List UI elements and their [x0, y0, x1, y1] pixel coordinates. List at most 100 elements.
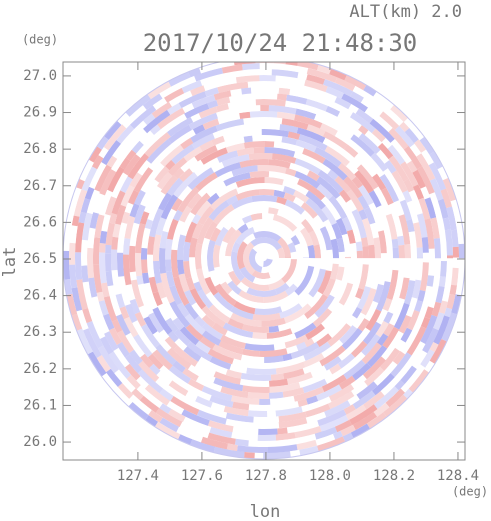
- radar-cell: [122, 254, 132, 286]
- radar-cell: [379, 111, 400, 131]
- y-tick-label: 26.3: [23, 324, 57, 340]
- radar-cell: [101, 140, 121, 166]
- radar-cell: [411, 279, 422, 299]
- radar-cell: [171, 389, 196, 407]
- radar-cell: [282, 353, 293, 362]
- radar-cell: [184, 313, 206, 336]
- radar-cell: [218, 340, 244, 355]
- radar-cell: [369, 118, 395, 143]
- radar-cell: [344, 74, 367, 91]
- radar-cell: [249, 171, 270, 179]
- radar-cell: [168, 90, 193, 107]
- radar-cell: [89, 212, 99, 229]
- radar-cell: [239, 201, 256, 213]
- radar-cell: [144, 304, 154, 315]
- radar-cell: [254, 69, 272, 76]
- radar-cell: [191, 133, 215, 150]
- radar-cell: [198, 356, 228, 375]
- radar-cell: [73, 189, 88, 217]
- radar-cell: [231, 395, 260, 405]
- radar-cell: [305, 323, 325, 340]
- radar-cell: [341, 233, 351, 257]
- radar-cell: [178, 168, 193, 182]
- radar-cell: [186, 192, 202, 210]
- radar-cell: [250, 237, 282, 251]
- radar-cell: [207, 100, 219, 109]
- radar-cell: [284, 256, 291, 258]
- radar-cell: [228, 290, 241, 302]
- radar-cell: [380, 104, 404, 126]
- radar-cell: [152, 291, 163, 307]
- radar-cell: [203, 80, 223, 91]
- radar-cell: [342, 432, 354, 442]
- x-tick-label: 127.6: [181, 468, 223, 484]
- radar-cell: [242, 63, 260, 71]
- radar-cell: [388, 155, 409, 182]
- radar-cell: [259, 75, 276, 82]
- radar-cell: [101, 373, 119, 392]
- radar-cell: [63, 250, 71, 280]
- radar-cell: [338, 282, 354, 306]
- radar-cell: [71, 287, 83, 312]
- radar-cell: [370, 152, 388, 172]
- radar-cell: [143, 113, 156, 126]
- radar-cell: [282, 387, 305, 398]
- radar-cell: [213, 371, 241, 385]
- radar-cell: [447, 255, 454, 259]
- radar-cell: [400, 365, 417, 384]
- radar-cell: [301, 246, 309, 258]
- radar-cell: [384, 160, 397, 174]
- radar-cell: [328, 326, 340, 338]
- radar-cell: [91, 155, 104, 170]
- radar-cell: [371, 128, 386, 143]
- radar-cell: [137, 283, 146, 294]
- radar-cell: [369, 222, 380, 239]
- radar-cell: [337, 353, 356, 369]
- radar-cell: [93, 193, 105, 214]
- radar-cell: [165, 159, 176, 171]
- radar-cell: [182, 416, 212, 433]
- radar-cell: [246, 105, 261, 112]
- radar-cell: [400, 371, 420, 393]
- radar-cell: [129, 105, 157, 129]
- radar-cell: [399, 121, 410, 132]
- radar-cell: [458, 243, 465, 259]
- radar-cell: [410, 247, 418, 259]
- radar-cell: [220, 386, 249, 399]
- radar-cell: [439, 233, 447, 250]
- radar-cell: [268, 171, 300, 185]
- radar-cell: [357, 195, 370, 210]
- radar-cell: [343, 404, 356, 415]
- radar-cell: [440, 188, 453, 209]
- radar-cell: [96, 291, 105, 302]
- radar-cell: [417, 213, 428, 238]
- radar-cell: [305, 403, 331, 418]
- y-tick-label: 26.7: [23, 178, 57, 194]
- radar-cell: [338, 251, 346, 259]
- radar-cell: [149, 363, 161, 376]
- radar-cell: [124, 215, 136, 239]
- radar-cell: [251, 195, 278, 203]
- radar-cell: [138, 305, 149, 319]
- radar-cell: [63, 227, 72, 251]
- radar-cell: [114, 387, 133, 407]
- radar-cell: [316, 95, 339, 110]
- radar-cell: [385, 213, 398, 240]
- radar-cell: [144, 384, 170, 406]
- radar-cell: [216, 182, 238, 198]
- radar-cell: [248, 410, 268, 418]
- radar-cell: [390, 104, 409, 123]
- radar-cell: [385, 388, 405, 408]
- radar-cell: [263, 258, 273, 268]
- radar-cell: [352, 307, 363, 319]
- radar-cell: [392, 213, 402, 228]
- radar-cell: [271, 69, 299, 79]
- radar-cell: [321, 205, 337, 226]
- y-tick-label: 26.4: [23, 288, 57, 304]
- radar-cell: [183, 346, 202, 362]
- radar-cell: [104, 120, 122, 140]
- radar-cell: [226, 195, 239, 206]
- radar-cell: [358, 209, 368, 221]
- radar-cell: [294, 265, 315, 296]
- radar-cell: [422, 327, 439, 354]
